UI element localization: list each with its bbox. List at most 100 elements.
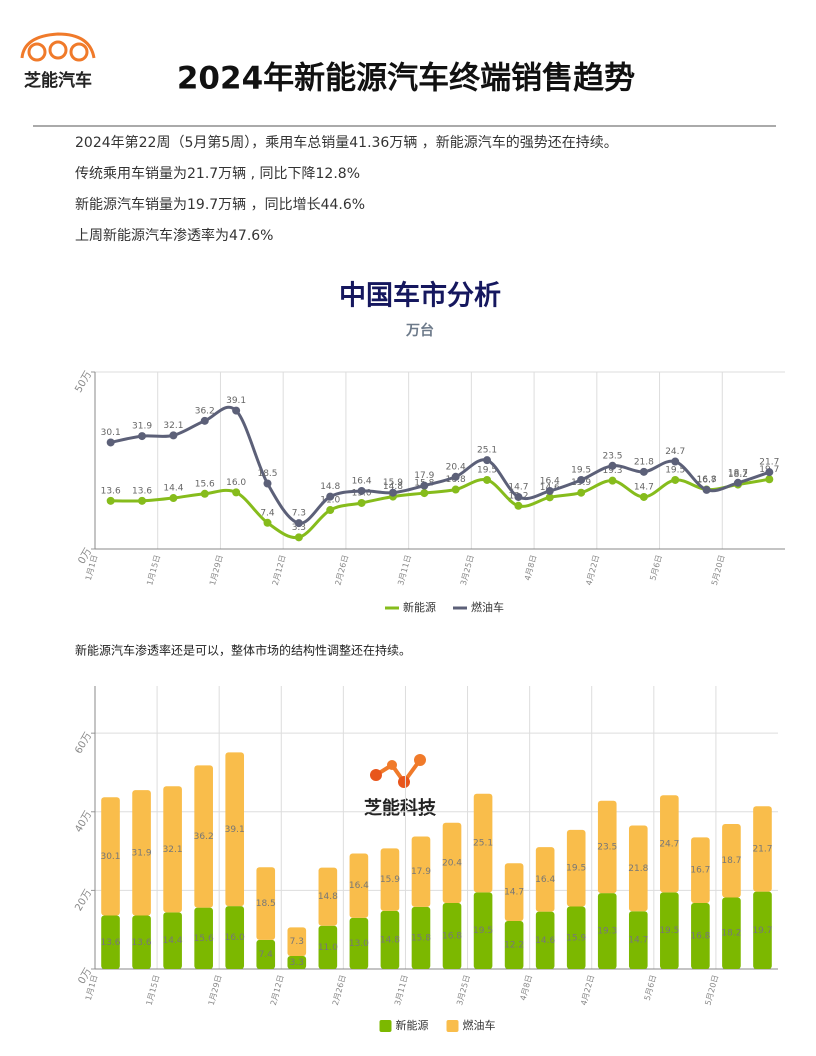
value-label: 15.9 <box>566 933 586 943</box>
value-label: 16.4 <box>349 881 369 891</box>
value-label: 30.1 <box>100 852 120 862</box>
legend-label: 燃油车 <box>463 1018 496 1032</box>
point <box>577 488 586 497</box>
value-label: 14.7 <box>628 936 648 946</box>
value-label: 7.4 <box>259 950 274 960</box>
value-label: 16.7 <box>690 866 710 876</box>
value-label: 18.2 <box>721 929 741 939</box>
value-label: 36.2 <box>194 832 214 842</box>
value-label: 31.9 <box>132 422 152 432</box>
value-label: 14.4 <box>163 484 183 494</box>
x-tick-label: 3月25日 <box>455 974 472 1007</box>
value-label: 21.8 <box>634 457 654 467</box>
value-label: 39.1 <box>226 396 246 406</box>
value-label: 14.8 <box>320 482 340 492</box>
value-label: 19.5 <box>477 465 497 475</box>
value-label: 32.1 <box>163 845 183 855</box>
bar-segment <box>442 902 462 969</box>
bar-segment <box>163 912 182 969</box>
value-label: 19.5 <box>659 926 679 936</box>
bar-segment <box>318 867 338 926</box>
bar-segment <box>349 853 369 918</box>
point <box>294 519 303 528</box>
x-tick-label: 5月6日 <box>643 974 658 1002</box>
point <box>357 498 366 507</box>
point <box>420 481 429 490</box>
value-label: 21.8 <box>628 864 648 874</box>
value-label: 13.6 <box>132 486 152 496</box>
value-label: 14.7 <box>508 482 528 492</box>
x-tick-label: 1月15日 <box>145 554 162 587</box>
x-tick-label: 2月12日 <box>269 974 286 1007</box>
intro-line: 上周新能源汽车渗透率为47.6% <box>75 227 273 244</box>
value-label: 17.9 <box>411 867 431 877</box>
point <box>326 506 335 515</box>
bar-segment <box>691 902 710 969</box>
x-tick-label: 2月26日 <box>333 554 350 587</box>
value-label: 14.6 <box>535 936 555 946</box>
y-tick-label: 50万 <box>73 370 94 395</box>
y-tick-label: 40万 <box>73 809 94 834</box>
value-label: 16.4 <box>540 476 560 486</box>
bar-segment <box>442 822 462 903</box>
bar-segment <box>628 911 648 969</box>
value-label: 21.7 <box>759 458 779 468</box>
bar-segment <box>256 939 276 969</box>
chart-title: 中国车市分析 <box>339 280 501 312</box>
bar-segment <box>566 829 586 907</box>
point <box>608 461 617 470</box>
value-label: 14.7 <box>634 482 654 492</box>
bar-segment <box>535 847 555 912</box>
bar-segment <box>660 795 679 893</box>
bar-segment <box>101 797 120 916</box>
bar-segment <box>722 897 741 969</box>
point <box>106 496 115 505</box>
legend-swatch <box>446 1020 459 1032</box>
point <box>514 492 523 501</box>
value-label: 12.2 <box>504 941 524 951</box>
value-label: 16.8 <box>690 931 710 941</box>
x-tick-label: 5月20日 <box>710 554 727 587</box>
point <box>357 486 366 495</box>
bar-segment <box>132 790 151 916</box>
value-label: 14.8 <box>380 935 400 945</box>
value-label: 21.7 <box>752 844 772 854</box>
point <box>577 475 586 484</box>
point <box>169 431 178 440</box>
value-label: 13.6 <box>132 938 152 948</box>
bar-segment <box>287 956 307 969</box>
bar-segment <box>597 893 617 969</box>
point <box>765 468 774 477</box>
bar-segment <box>256 867 276 940</box>
series-line <box>110 405 770 525</box>
value-label: 15.9 <box>383 478 403 488</box>
value-label: 19.3 <box>597 927 617 937</box>
value-label: 16.4 <box>535 875 555 885</box>
point <box>483 475 492 484</box>
bar-segment <box>287 927 307 957</box>
point <box>671 457 680 466</box>
value-label: 15.6 <box>195 479 215 489</box>
value-label: 16.8 <box>442 931 462 941</box>
bar-segment <box>691 837 710 903</box>
bar-segment <box>473 793 493 893</box>
bar-segment <box>411 906 431 969</box>
point <box>138 432 147 441</box>
bar-segment <box>194 907 213 969</box>
bar-segment <box>194 765 213 908</box>
value-label: 19.3 <box>602 466 622 476</box>
point <box>420 489 429 498</box>
x-tick-label: 2月12日 <box>271 554 288 587</box>
logo-icon <box>20 32 96 62</box>
value-label: 7.3 <box>292 509 306 519</box>
value-label: 23.5 <box>602 451 622 461</box>
value-label: 15.8 <box>411 933 431 943</box>
x-tick-label: 5月6日 <box>648 554 663 582</box>
value-label: 11.0 <box>318 943 338 953</box>
value-label: 19.7 <box>752 926 772 936</box>
value-label: 13.6 <box>100 938 120 948</box>
value-label: 25.1 <box>477 446 497 456</box>
value-label: 16.0 <box>225 933 245 943</box>
value-label: 16.4 <box>352 476 372 486</box>
